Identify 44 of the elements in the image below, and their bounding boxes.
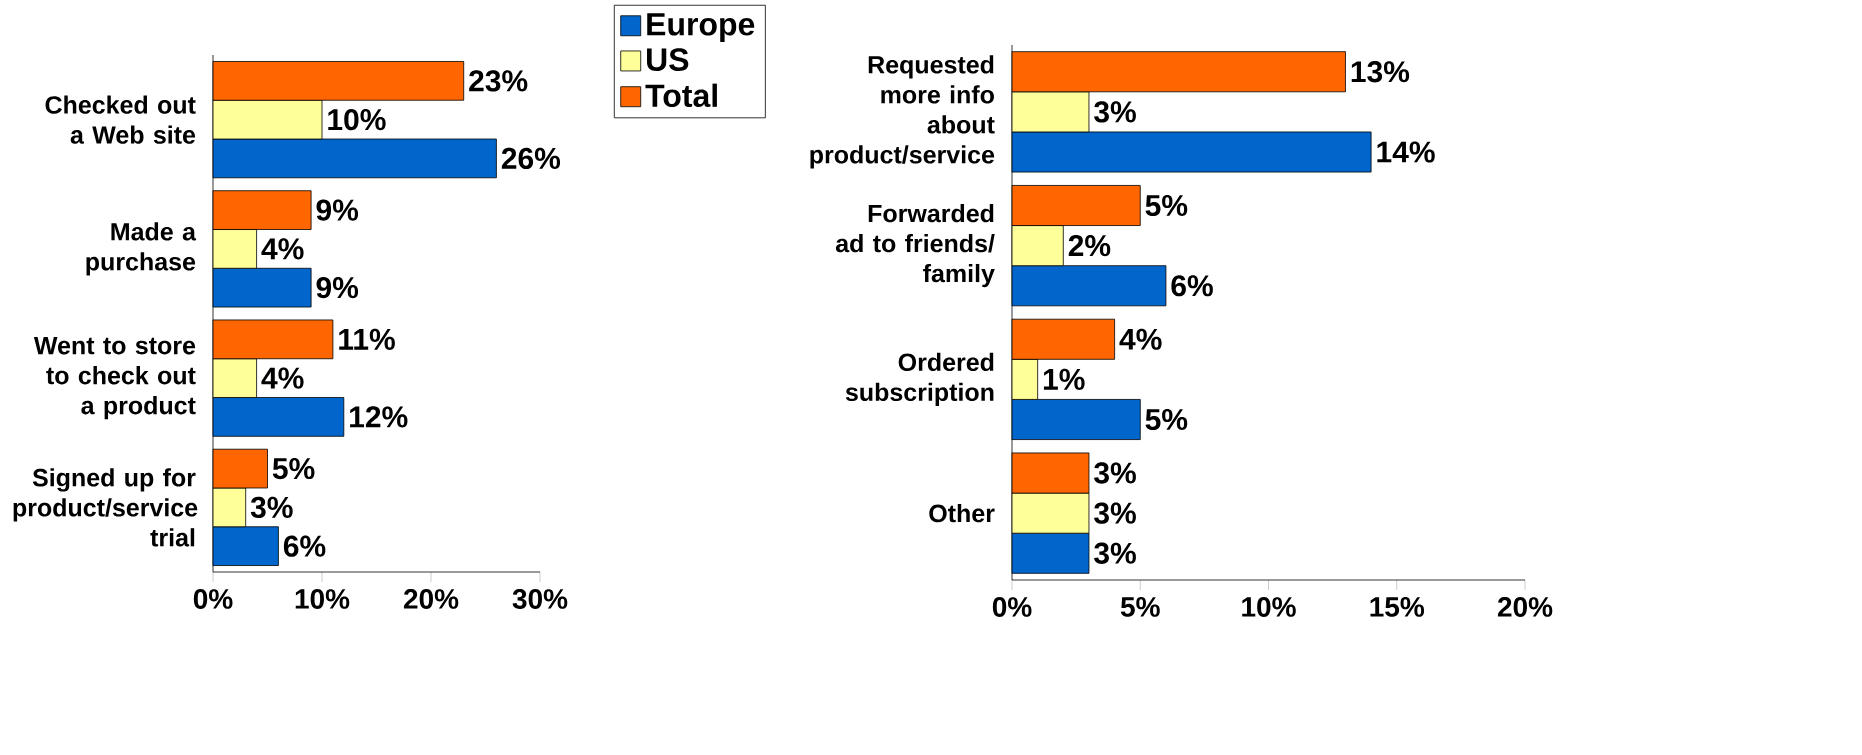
x-tick-label: 15%	[1370, 597, 1425, 617]
x-tick-label: 10%	[295, 589, 350, 609]
data-label: 5%	[1145, 194, 1188, 217]
x-tick-label: 20%	[1497, 597, 1553, 617]
data-label: 5%	[1145, 408, 1188, 431]
data-label: 2%	[1068, 235, 1111, 257]
data-label: 4%	[261, 238, 304, 260]
legend-label: US	[647, 48, 689, 71]
x-tick-label: 10%	[1242, 597, 1296, 617]
y-tick-label: Requested more info about product/service	[810, 55, 995, 169]
legend-label: Europe	[647, 13, 755, 42]
data-label: 4%	[1119, 328, 1162, 350]
y-tick-label: Checked out a Web site	[45, 95, 196, 144]
x-tick-label: 5%	[1120, 597, 1160, 617]
y-tick-label: Went to store to check out a product	[33, 336, 196, 420]
data-label: 6%	[283, 535, 326, 557]
data-label: 6%	[1171, 275, 1213, 297]
x-tick-label: 0%	[992, 597, 1032, 617]
x-tick-label: 20%	[403, 589, 459, 609]
y-tick-label: Forwarded ad to friends/ family	[835, 203, 995, 288]
y-tick-label: Other	[929, 503, 995, 523]
data-label: 23%	[469, 70, 528, 92]
data-label: 10%	[328, 109, 386, 131]
data-label: 3%	[250, 496, 293, 519]
data-label: 5%	[272, 458, 315, 480]
data-label: 13%	[1351, 61, 1410, 83]
data-label: 11%	[339, 328, 395, 350]
data-label: 3%	[1094, 502, 1136, 524]
x-tick-label: 0%	[193, 589, 233, 609]
data-label: 3%	[1094, 101, 1136, 123]
data-label: 3%	[1094, 542, 1136, 564]
y-tick-label: Ordered subscription	[845, 352, 994, 407]
y-tick-label: Made a purchase	[86, 222, 197, 276]
data-label: 9%	[316, 277, 359, 299]
data-label: 9%	[316, 199, 359, 221]
y-tick-label: Signed up for product/service trial	[13, 468, 198, 547]
data-label: 1%	[1043, 368, 1085, 390]
data-label: 12%	[350, 406, 408, 428]
x-tick-label: 30%	[512, 589, 568, 609]
legend-label: Total	[645, 83, 717, 108]
data-label: 14%	[1377, 141, 1435, 163]
data-label: 3%	[1094, 462, 1136, 484]
data-label: 26%	[501, 147, 561, 170]
data-label: 4%	[261, 367, 304, 389]
